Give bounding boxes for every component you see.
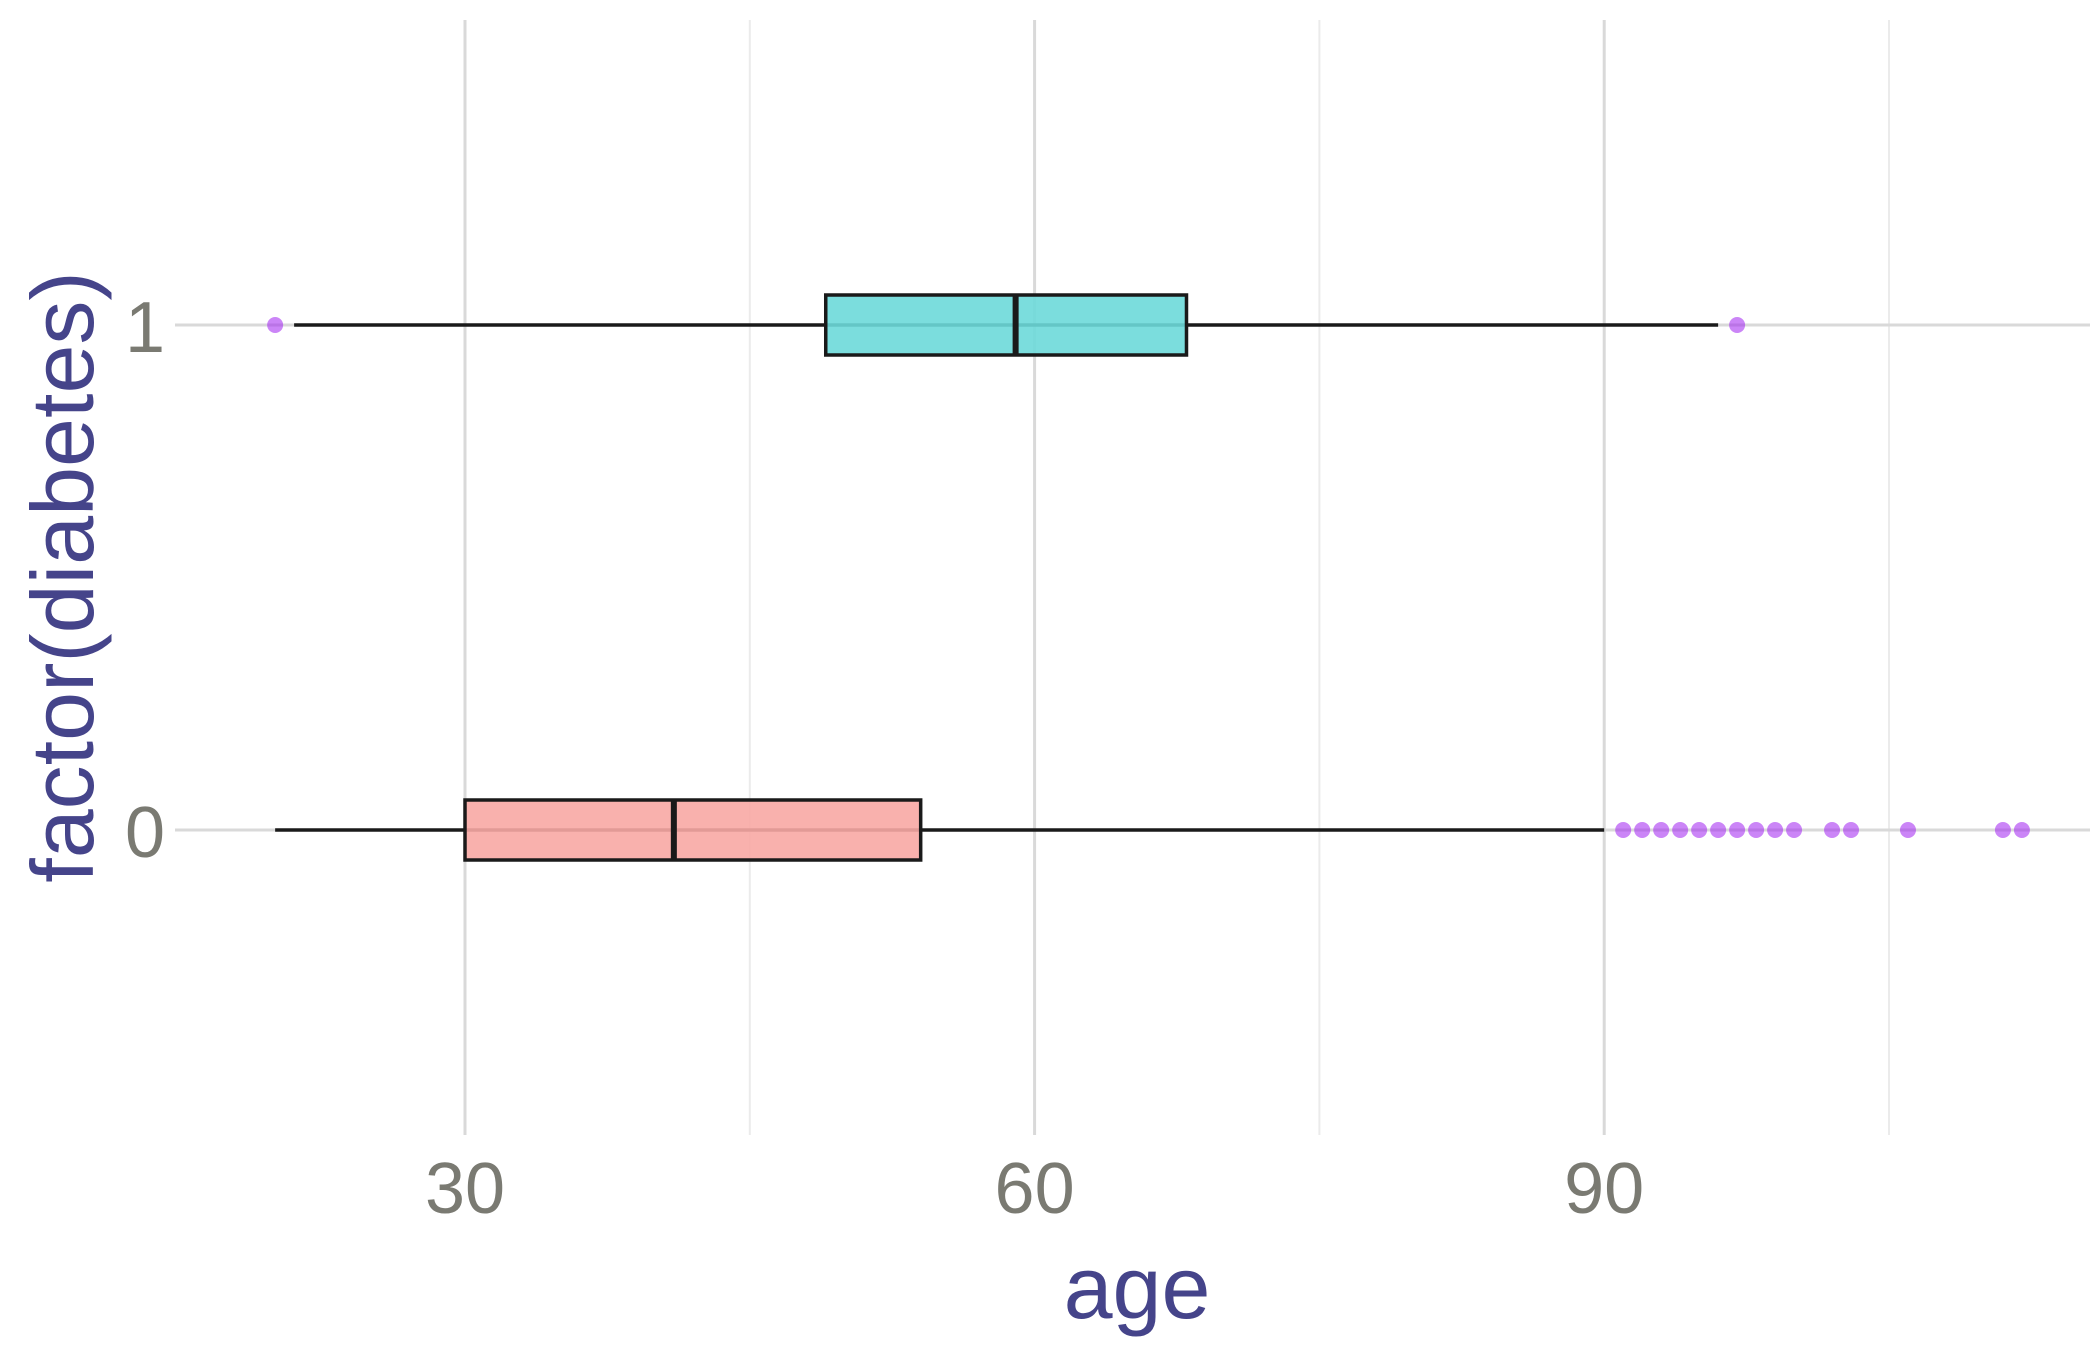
outlier-point — [1710, 822, 1727, 838]
box-group-0 — [275, 798, 2030, 862]
outlier-point — [1899, 822, 1916, 838]
box — [823, 293, 1189, 357]
outlier-point — [1729, 822, 1746, 838]
box-group-1 — [267, 293, 1746, 357]
outlier-point — [1653, 822, 1670, 838]
y-tick-label: 1 — [125, 288, 165, 368]
outlier-point — [267, 317, 284, 333]
x-tick-label: 60 — [995, 1149, 1075, 1229]
outlier-point — [1994, 822, 2011, 838]
x-tick-label: 90 — [1564, 1149, 1644, 1229]
y-axis-title: factor(diabetes) — [13, 271, 112, 882]
y-tick-label: 0 — [125, 793, 165, 873]
outlier-point — [1634, 822, 1651, 838]
outlier-point — [1672, 822, 1689, 838]
box — [463, 798, 923, 862]
x-tick-label: 30 — [425, 1149, 505, 1229]
outlier-point — [1824, 822, 1841, 838]
tick-labels: 30 60 90 0 1 — [125, 288, 1644, 1229]
grid-lines — [175, 20, 2090, 1135]
outlier-point — [1843, 822, 1860, 838]
outlier-point — [2013, 822, 2030, 838]
outlier-point — [1767, 822, 1784, 838]
outlier-point — [1748, 822, 1765, 838]
x-axis-title: age — [1064, 1238, 1211, 1337]
outlier-point — [1786, 822, 1803, 838]
outlier-point — [1729, 317, 1746, 333]
outlier-point — [1691, 822, 1708, 838]
outlier-point — [1615, 822, 1632, 838]
boxes — [267, 293, 2030, 862]
